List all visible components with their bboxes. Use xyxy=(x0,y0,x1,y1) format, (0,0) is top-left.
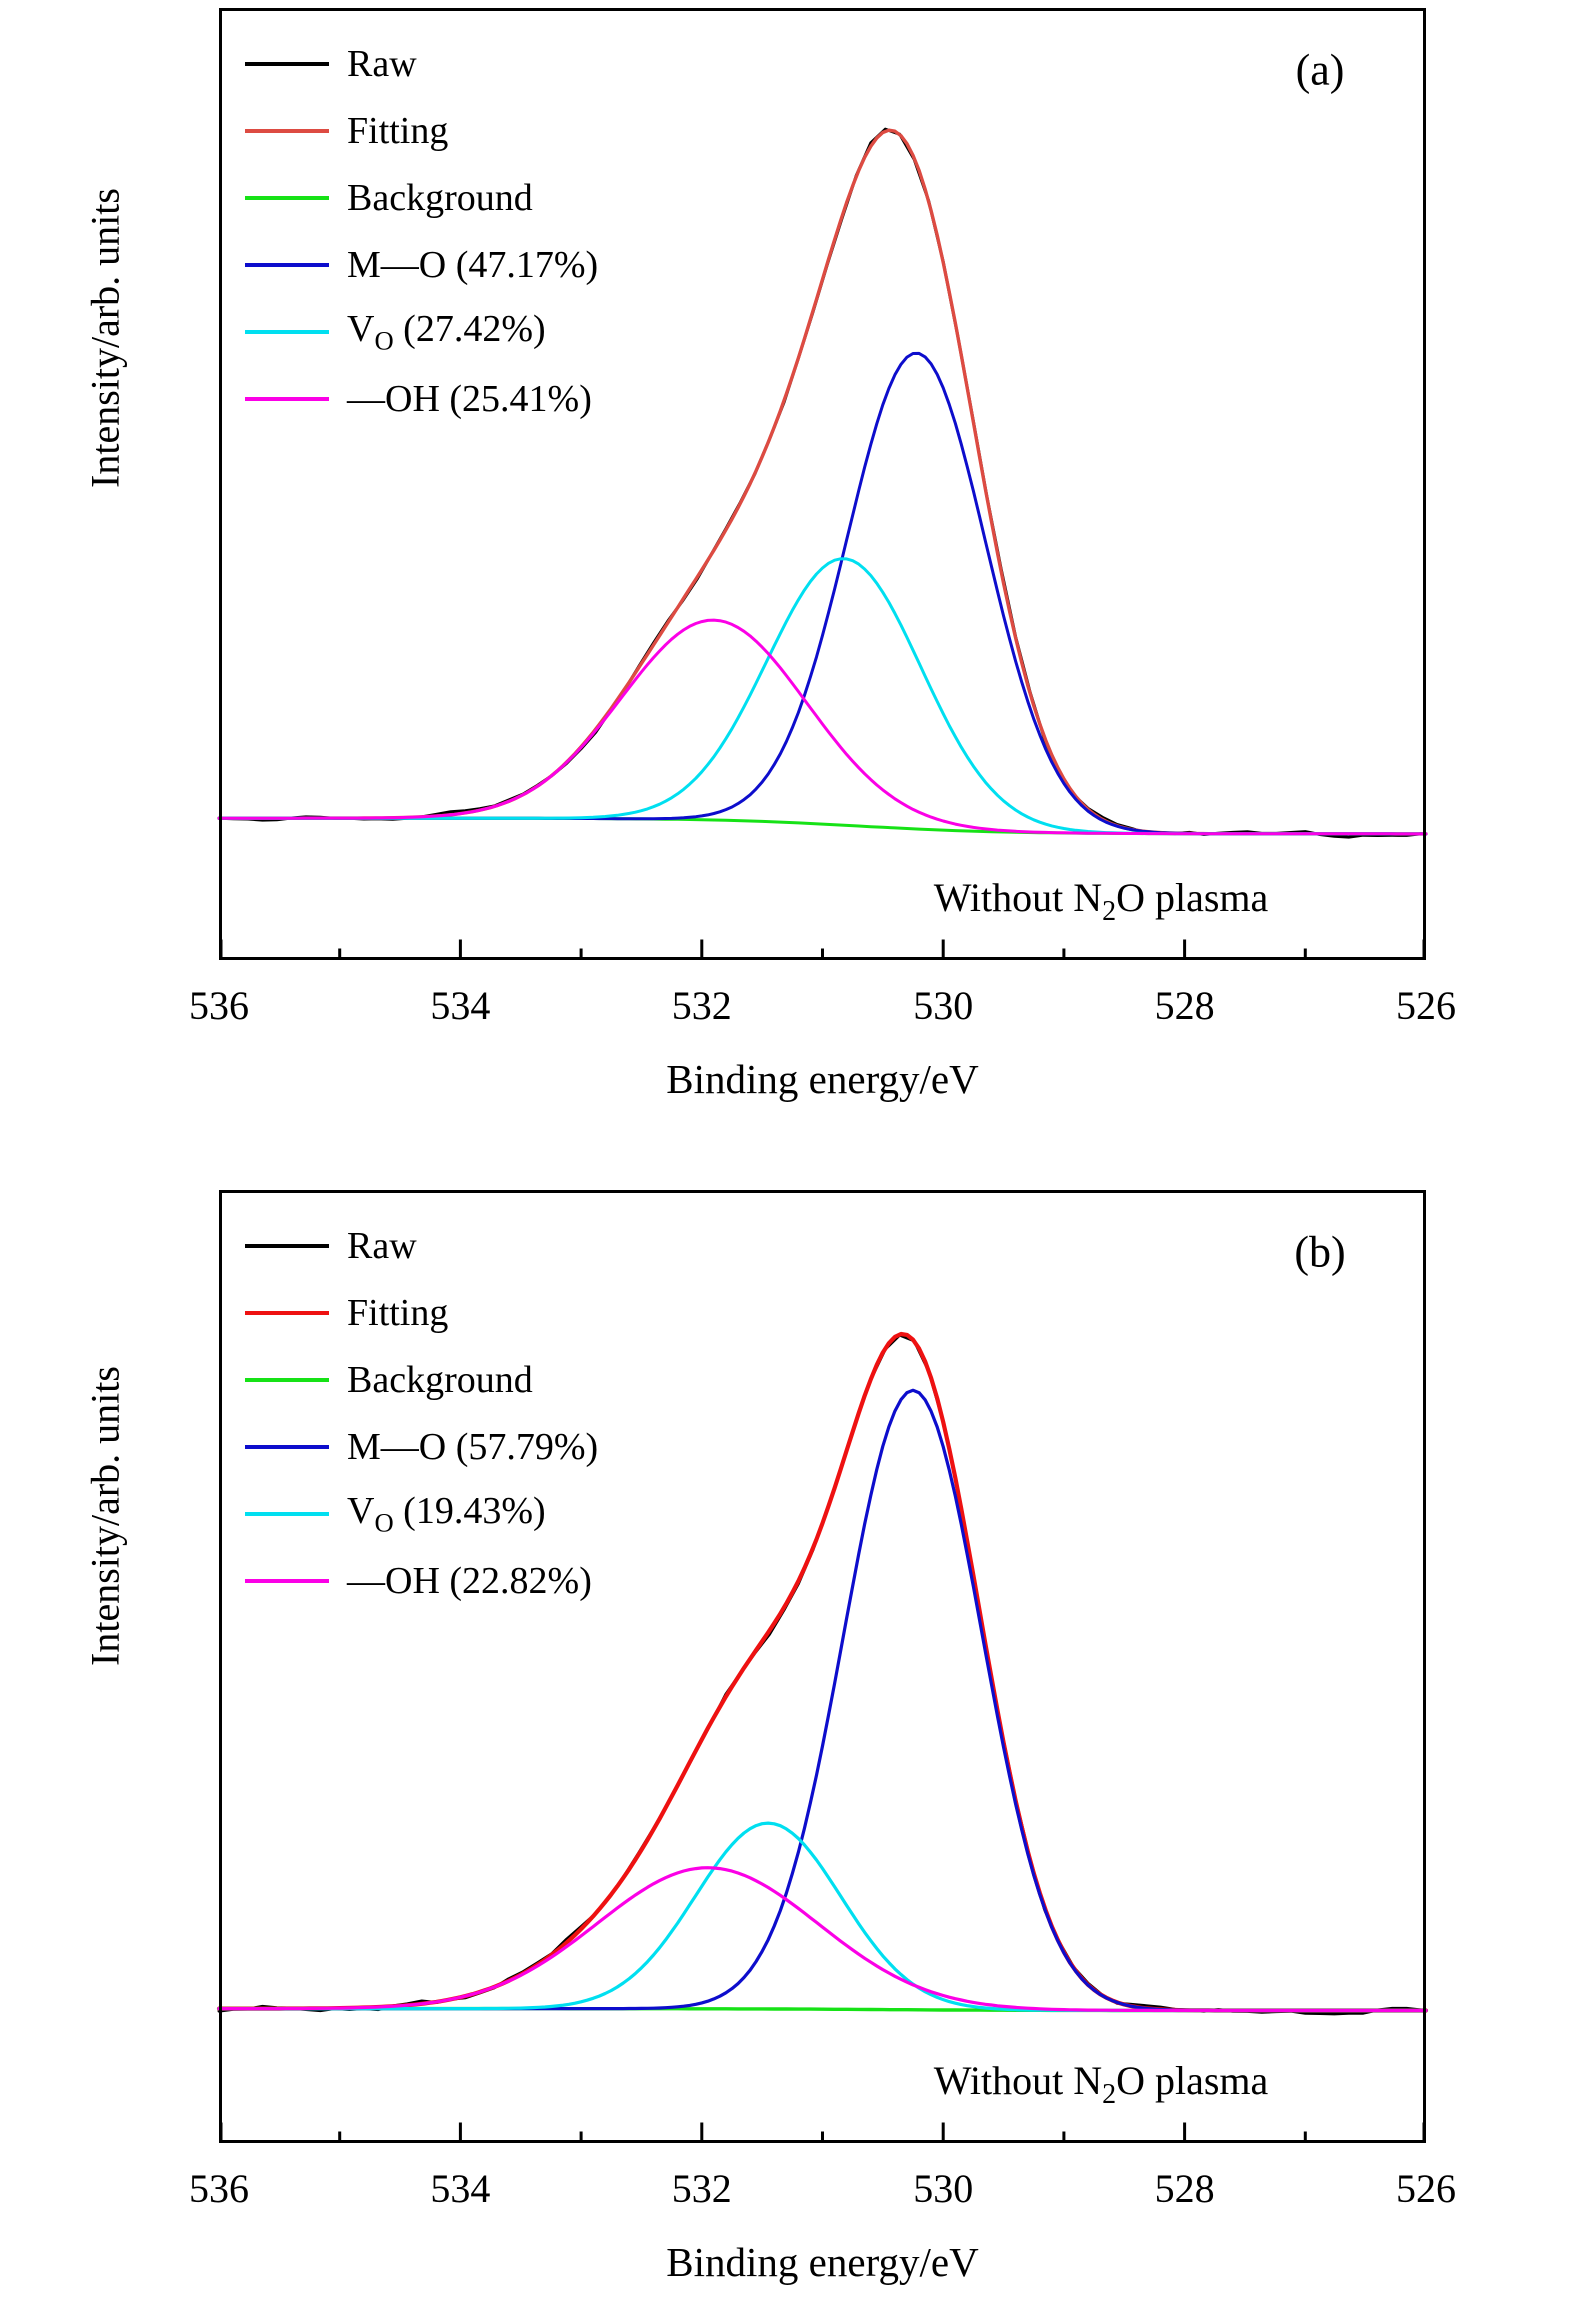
legend-b: Raw Fitting Background M—O (57.79%) VO (19.4… xyxy=(245,1212,598,1614)
legend-item: Background xyxy=(245,164,598,231)
legend-item: VO (27.42%) xyxy=(245,298,598,365)
curve xyxy=(217,1821,1428,2013)
legend-label: VO (19.43%) xyxy=(347,1489,546,1539)
text-run: M—O (57.79%) xyxy=(347,1425,599,1468)
text-run: —OH (22.82%) xyxy=(347,1559,592,1602)
sample-annotation-b: Without N2O plasma xyxy=(934,2057,1269,2111)
text-run: (27.42%) xyxy=(393,307,546,350)
x-tick-label-532: 532 xyxy=(671,2166,732,2211)
y-axis-title-b: Intensity/arb. units xyxy=(82,1366,128,1666)
legend-item: Fitting xyxy=(245,1279,598,1346)
legend-item: Background xyxy=(245,1346,598,1413)
subscript: O xyxy=(374,325,394,356)
legend-label: Background xyxy=(347,1358,533,1402)
subscript: 2 xyxy=(1102,896,1117,927)
x-tick-label-528: 528 xyxy=(1154,983,1215,1028)
legend-swatch xyxy=(245,195,329,200)
legend-label: —OH (22.82%) xyxy=(347,1559,592,1603)
legend-label: M—O (47.17%) xyxy=(347,243,598,287)
legend-item: Raw xyxy=(245,1212,598,1279)
legend-item: —OH (25.41%) xyxy=(245,365,598,432)
legend-label: Fitting xyxy=(347,109,448,153)
x-tick-label-530: 530 xyxy=(913,2166,974,2211)
text-run: (19.43%) xyxy=(393,1489,546,1532)
x-tick-label-526: 526 xyxy=(1396,2166,1456,2211)
text-run: Without N xyxy=(933,875,1103,920)
legend-swatch xyxy=(245,396,329,401)
legend-swatch xyxy=(245,1243,329,1248)
text-run: Fitting xyxy=(347,1291,449,1334)
curve xyxy=(217,1866,1428,2013)
x-axis-title-b: Binding energy/eV xyxy=(666,2239,979,2285)
x-tick-label-534: 534 xyxy=(430,2166,491,2211)
legend-swatch xyxy=(245,1444,329,1449)
sample-annotation-a: Without N2O plasma xyxy=(934,874,1269,928)
text-run: Background xyxy=(347,176,533,219)
plot-area-a xyxy=(217,8,1428,960)
legend-item: Fitting xyxy=(245,97,598,164)
text-run: M—O (47.17%) xyxy=(347,243,599,286)
y-axis-title-a: Intensity/arb. units xyxy=(82,188,128,488)
x-tick-label-532: 532 xyxy=(671,983,732,1028)
legend-swatch xyxy=(245,1377,329,1382)
legend-label: Raw xyxy=(347,1224,417,1268)
legend-label: Background xyxy=(347,176,533,220)
text-run: Raw xyxy=(347,42,417,85)
text-run: Without N xyxy=(933,2058,1103,2103)
legend-label: VO (27.42%) xyxy=(347,307,546,357)
panel-a: Raw Fitting Background M—O (47.17%) VO (27.4… xyxy=(83,8,1456,1102)
text-run: V xyxy=(347,1489,375,1532)
x-tick-label-526: 526 xyxy=(1396,983,1456,1028)
legend-item: Raw xyxy=(245,30,598,97)
x-tick-label-536: 536 xyxy=(189,983,249,1028)
x-tick-label-530: 530 xyxy=(913,983,974,1028)
curve xyxy=(217,557,1428,836)
text-run: V xyxy=(347,307,375,350)
text-run: Raw xyxy=(347,1224,417,1267)
text-run: O plasma xyxy=(1116,875,1269,920)
legend-swatch xyxy=(245,329,329,334)
legend-swatch xyxy=(245,1511,329,1516)
legend-item: VO (19.43%) xyxy=(245,1480,598,1547)
legend-item: —OH (22.82%) xyxy=(245,1547,598,1614)
panel-b: Raw Fitting Background M—O (57.79%) VO (19.4… xyxy=(83,1190,1456,2285)
legend-item: M—O (47.17%) xyxy=(245,231,598,298)
legend-item: M—O (57.79%) xyxy=(245,1413,598,1480)
panel-label-a: (a) xyxy=(1295,45,1345,95)
legend-swatch xyxy=(245,262,329,267)
text-run: Fitting xyxy=(347,109,449,152)
legend-swatch xyxy=(245,128,329,133)
legend-label: Fitting xyxy=(347,1291,448,1335)
legend-label: M—O (57.79%) xyxy=(347,1425,598,1469)
legend-label: Raw xyxy=(347,42,417,86)
panel-label-b: (b) xyxy=(1294,1227,1346,1277)
legend-swatch xyxy=(245,1310,329,1315)
text-run: Background xyxy=(347,1358,533,1401)
x-tick-label-534: 534 xyxy=(430,983,491,1028)
legend-a: Raw Fitting Background M—O (47.17%) VO (27.4… xyxy=(245,30,598,432)
legend-label: —OH (25.41%) xyxy=(347,377,592,421)
curve xyxy=(217,618,1428,836)
text-run: O plasma xyxy=(1116,2058,1269,2103)
x-tick-label-536: 536 xyxy=(189,2166,249,2211)
subscript: 2 xyxy=(1102,2079,1117,2110)
x-tick-label-528: 528 xyxy=(1154,2166,1215,2211)
plot-area-b xyxy=(216,1190,1429,2143)
legend-swatch xyxy=(245,1578,329,1583)
legend-swatch xyxy=(245,61,329,66)
x-axis-title-a: Binding energy/eV xyxy=(666,1056,979,1102)
text-run: —OH (25.41%) xyxy=(347,377,592,420)
subscript: O xyxy=(374,1507,394,1538)
